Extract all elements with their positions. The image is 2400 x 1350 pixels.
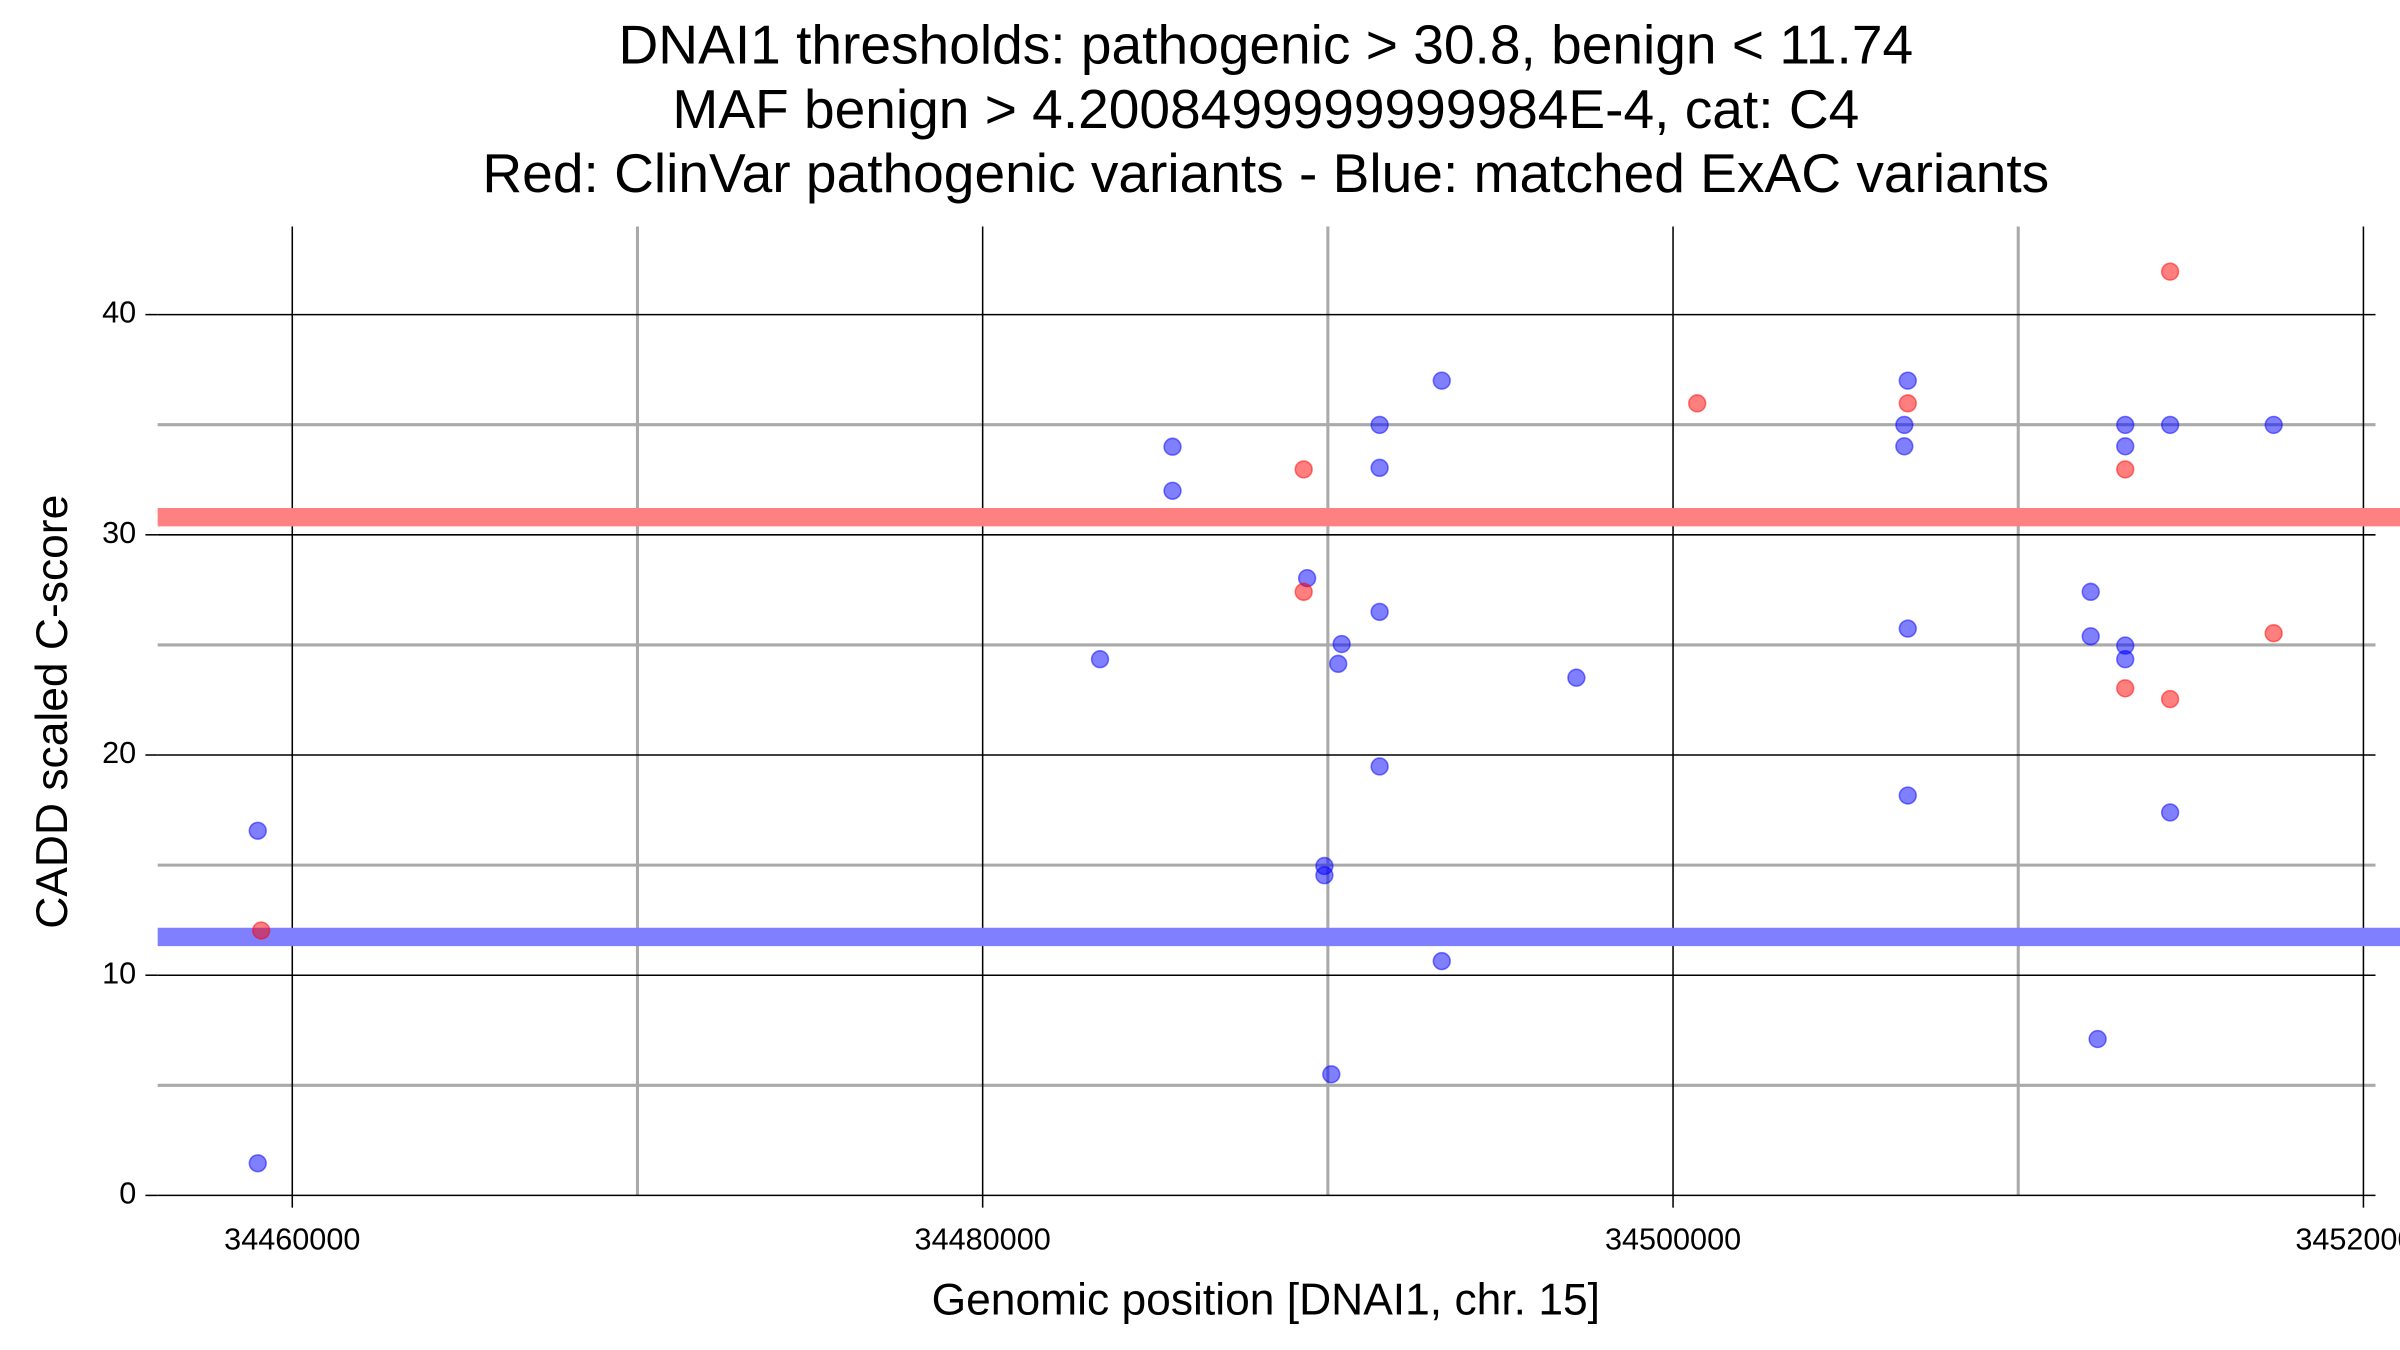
y-tick-label: 40 [102,296,136,330]
data-point [1370,757,1389,776]
data-point [1329,654,1348,674]
y-tick-label: 20 [102,736,136,770]
data-point [1898,786,1917,805]
data-point [2116,460,2135,479]
data-point [2264,624,2283,643]
data-point [1163,437,1182,456]
data-point [1898,371,1917,390]
y-tick-label: 30 [102,516,136,550]
data-point [1895,415,1914,435]
data-point [1315,866,1334,885]
x-tick-label: 34480000 [915,1222,1051,1256]
data-point [2116,437,2135,456]
data-point [2116,650,2135,669]
data-point [2264,415,2283,435]
data-point [2160,803,2180,822]
chart-title: MAF benign > 4.2008499999999984E-4, cat:… [672,78,1859,140]
y-tick-label: 0 [119,1177,136,1211]
data-point [1370,458,1389,478]
chart-title: DNAI1 thresholds: pathogenic > 30.8, ben… [619,14,1914,76]
chart-title: Red: ClinVar pathogenic variants - Blue:… [482,142,2049,204]
data-point [2081,627,2100,646]
data-point [1898,394,1917,413]
data-point [1163,481,1182,500]
data-point [248,821,267,840]
data-point [2088,1029,2107,1049]
y-axis-label: CADD scaled C-score [28,495,77,929]
data-point [1898,619,1917,638]
data-point [1895,437,1914,456]
y-tick-label: 10 [102,956,136,990]
data-point [1432,371,1451,390]
data-point [2081,582,2100,602]
data-point [1332,634,1351,654]
data-point [1432,951,1451,971]
data-point [2160,262,2180,281]
x-tick-label: 34500000 [1605,1222,1741,1256]
data-point [2160,415,2180,435]
data-point [1294,582,1313,602]
data-point [1370,415,1389,435]
data-point [1322,1065,1341,1084]
x-axis-label: Genomic position [DNAI1, chr. 15] [932,1275,1600,1324]
data-point [248,1154,267,1173]
data-point [1688,394,1707,413]
data-point [2160,689,2180,709]
data-point [1567,668,1586,687]
data-point [252,921,271,940]
x-tick-label: 34520000 [2295,1222,2400,1256]
data-point [2116,415,2135,435]
data-point [1370,602,1389,622]
data-point [2116,679,2135,698]
data-point [1090,650,1110,669]
data-point [1294,460,1313,479]
x-tick-label: 34460000 [224,1222,360,1256]
